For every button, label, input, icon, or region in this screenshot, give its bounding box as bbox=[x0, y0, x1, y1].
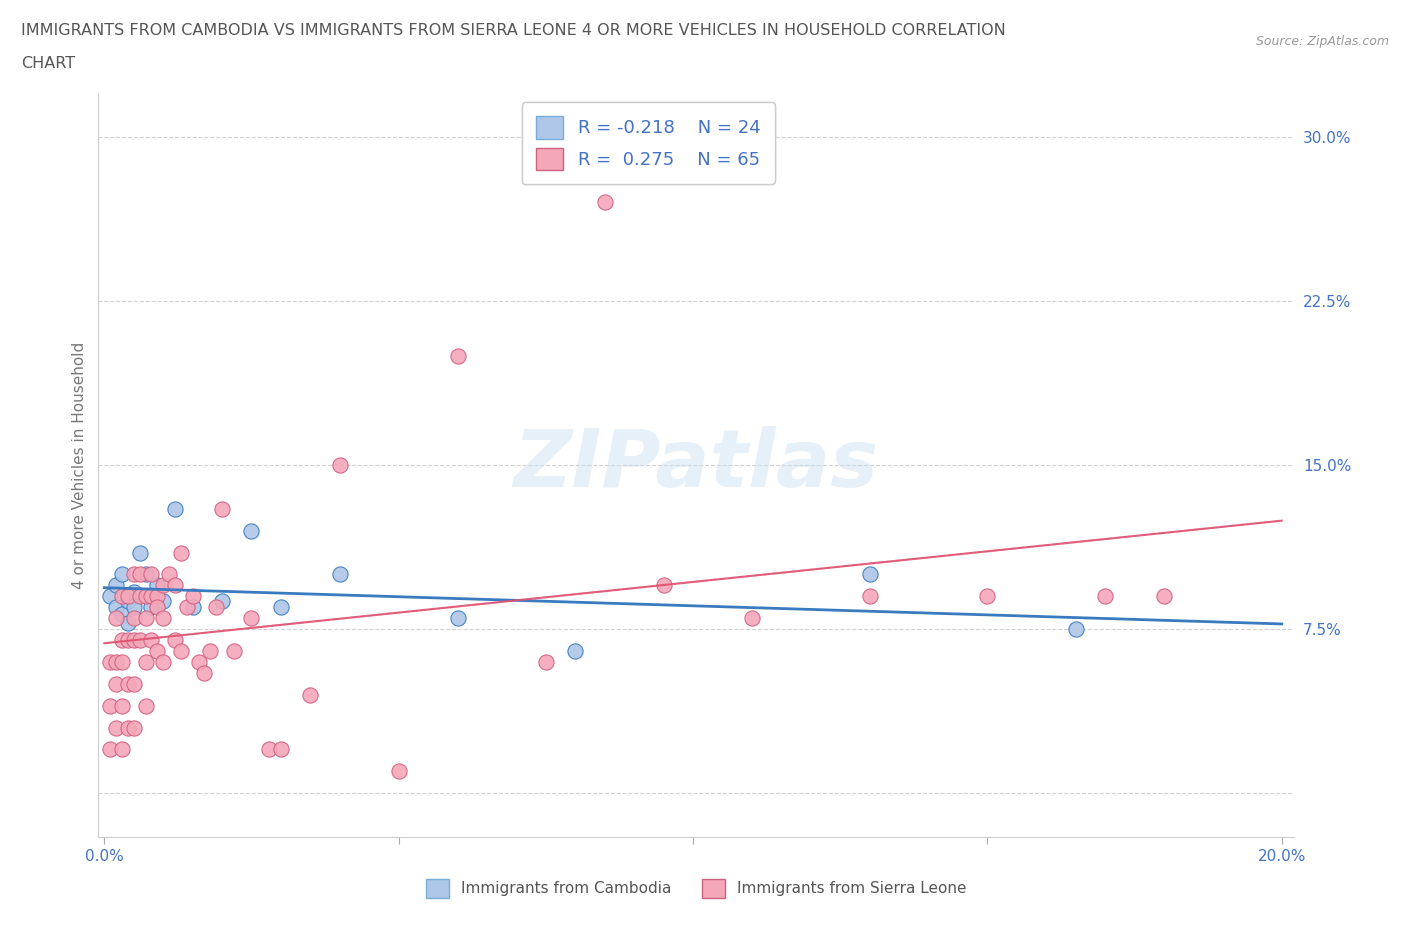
Point bbox=[117, 720, 139, 735]
Point bbox=[111, 567, 134, 582]
Point bbox=[128, 545, 150, 560]
Point bbox=[105, 720, 128, 735]
Point bbox=[122, 632, 145, 647]
Point bbox=[105, 578, 128, 592]
Point bbox=[163, 578, 186, 592]
Point bbox=[211, 593, 233, 608]
Text: IMMIGRANTS FROM CAMBODIA VS IMMIGRANTS FROM SIERRA LEONE 4 OR MORE VEHICLES IN H: IMMIGRANTS FROM CAMBODIA VS IMMIGRANTS F… bbox=[21, 23, 1005, 38]
Point bbox=[1064, 621, 1087, 636]
Point bbox=[200, 644, 222, 658]
Point bbox=[146, 644, 169, 658]
Point bbox=[111, 742, 134, 757]
Point bbox=[859, 589, 882, 604]
Point bbox=[117, 593, 139, 608]
Point bbox=[170, 644, 193, 658]
Point bbox=[157, 567, 180, 582]
Point bbox=[98, 589, 121, 604]
Point bbox=[859, 567, 882, 582]
Y-axis label: 4 or more Vehicles in Household: 4 or more Vehicles in Household bbox=[72, 341, 87, 589]
Point bbox=[98, 742, 121, 757]
Point bbox=[211, 501, 233, 516]
Point bbox=[134, 567, 156, 582]
Point bbox=[98, 698, 121, 713]
Point bbox=[146, 578, 169, 592]
Point bbox=[446, 611, 468, 626]
Point bbox=[1153, 589, 1175, 604]
Point bbox=[163, 632, 186, 647]
Point bbox=[170, 545, 193, 560]
Point bbox=[741, 611, 763, 626]
Point bbox=[257, 742, 280, 757]
Point bbox=[240, 611, 263, 626]
Point bbox=[146, 600, 169, 615]
Point bbox=[141, 632, 163, 647]
Point bbox=[122, 611, 145, 626]
Point bbox=[181, 589, 204, 604]
Point bbox=[98, 655, 121, 670]
Point bbox=[240, 524, 263, 538]
Point bbox=[117, 615, 139, 630]
Point bbox=[152, 655, 174, 670]
Point bbox=[105, 676, 128, 691]
Point bbox=[152, 593, 174, 608]
Point bbox=[270, 742, 292, 757]
Point bbox=[146, 589, 169, 604]
Point bbox=[128, 567, 150, 582]
Point bbox=[105, 611, 128, 626]
Point bbox=[976, 589, 998, 604]
Point bbox=[329, 567, 352, 582]
Point bbox=[122, 600, 145, 615]
Point bbox=[111, 632, 134, 647]
Point bbox=[152, 611, 174, 626]
Point bbox=[141, 600, 163, 615]
Point bbox=[446, 348, 468, 363]
Point bbox=[111, 655, 134, 670]
Text: Source: ZipAtlas.com: Source: ZipAtlas.com bbox=[1256, 35, 1389, 48]
Point bbox=[105, 655, 128, 670]
Point bbox=[181, 600, 204, 615]
Point bbox=[205, 600, 228, 615]
Point bbox=[141, 567, 163, 582]
Point bbox=[152, 578, 174, 592]
Point bbox=[176, 600, 198, 615]
Point bbox=[134, 655, 156, 670]
Point bbox=[122, 676, 145, 691]
Point bbox=[388, 764, 411, 778]
Point bbox=[111, 589, 134, 604]
Text: ZIPatlas: ZIPatlas bbox=[513, 426, 879, 504]
Point bbox=[187, 655, 209, 670]
Point bbox=[534, 655, 557, 670]
Point bbox=[134, 698, 156, 713]
Point bbox=[564, 644, 586, 658]
Point bbox=[299, 687, 322, 702]
Point bbox=[222, 644, 245, 658]
Point bbox=[329, 458, 352, 472]
Point bbox=[652, 578, 675, 592]
Point bbox=[111, 606, 134, 621]
Point bbox=[117, 676, 139, 691]
Point bbox=[134, 611, 156, 626]
Legend: R = -0.218    N = 24, R =  0.275    N = 65: R = -0.218 N = 24, R = 0.275 N = 65 bbox=[522, 102, 775, 184]
Point bbox=[111, 698, 134, 713]
Point bbox=[117, 632, 139, 647]
Point bbox=[122, 584, 145, 599]
Point bbox=[117, 589, 139, 604]
Point bbox=[593, 195, 616, 210]
Point bbox=[128, 632, 150, 647]
Point bbox=[163, 501, 186, 516]
Point bbox=[270, 600, 292, 615]
Point bbox=[122, 567, 145, 582]
Text: CHART: CHART bbox=[21, 56, 75, 71]
Point bbox=[193, 666, 215, 681]
Point bbox=[122, 720, 145, 735]
Point bbox=[134, 589, 156, 604]
Point bbox=[141, 589, 163, 604]
Point bbox=[105, 600, 128, 615]
Point bbox=[128, 589, 150, 604]
Point bbox=[1094, 589, 1116, 604]
